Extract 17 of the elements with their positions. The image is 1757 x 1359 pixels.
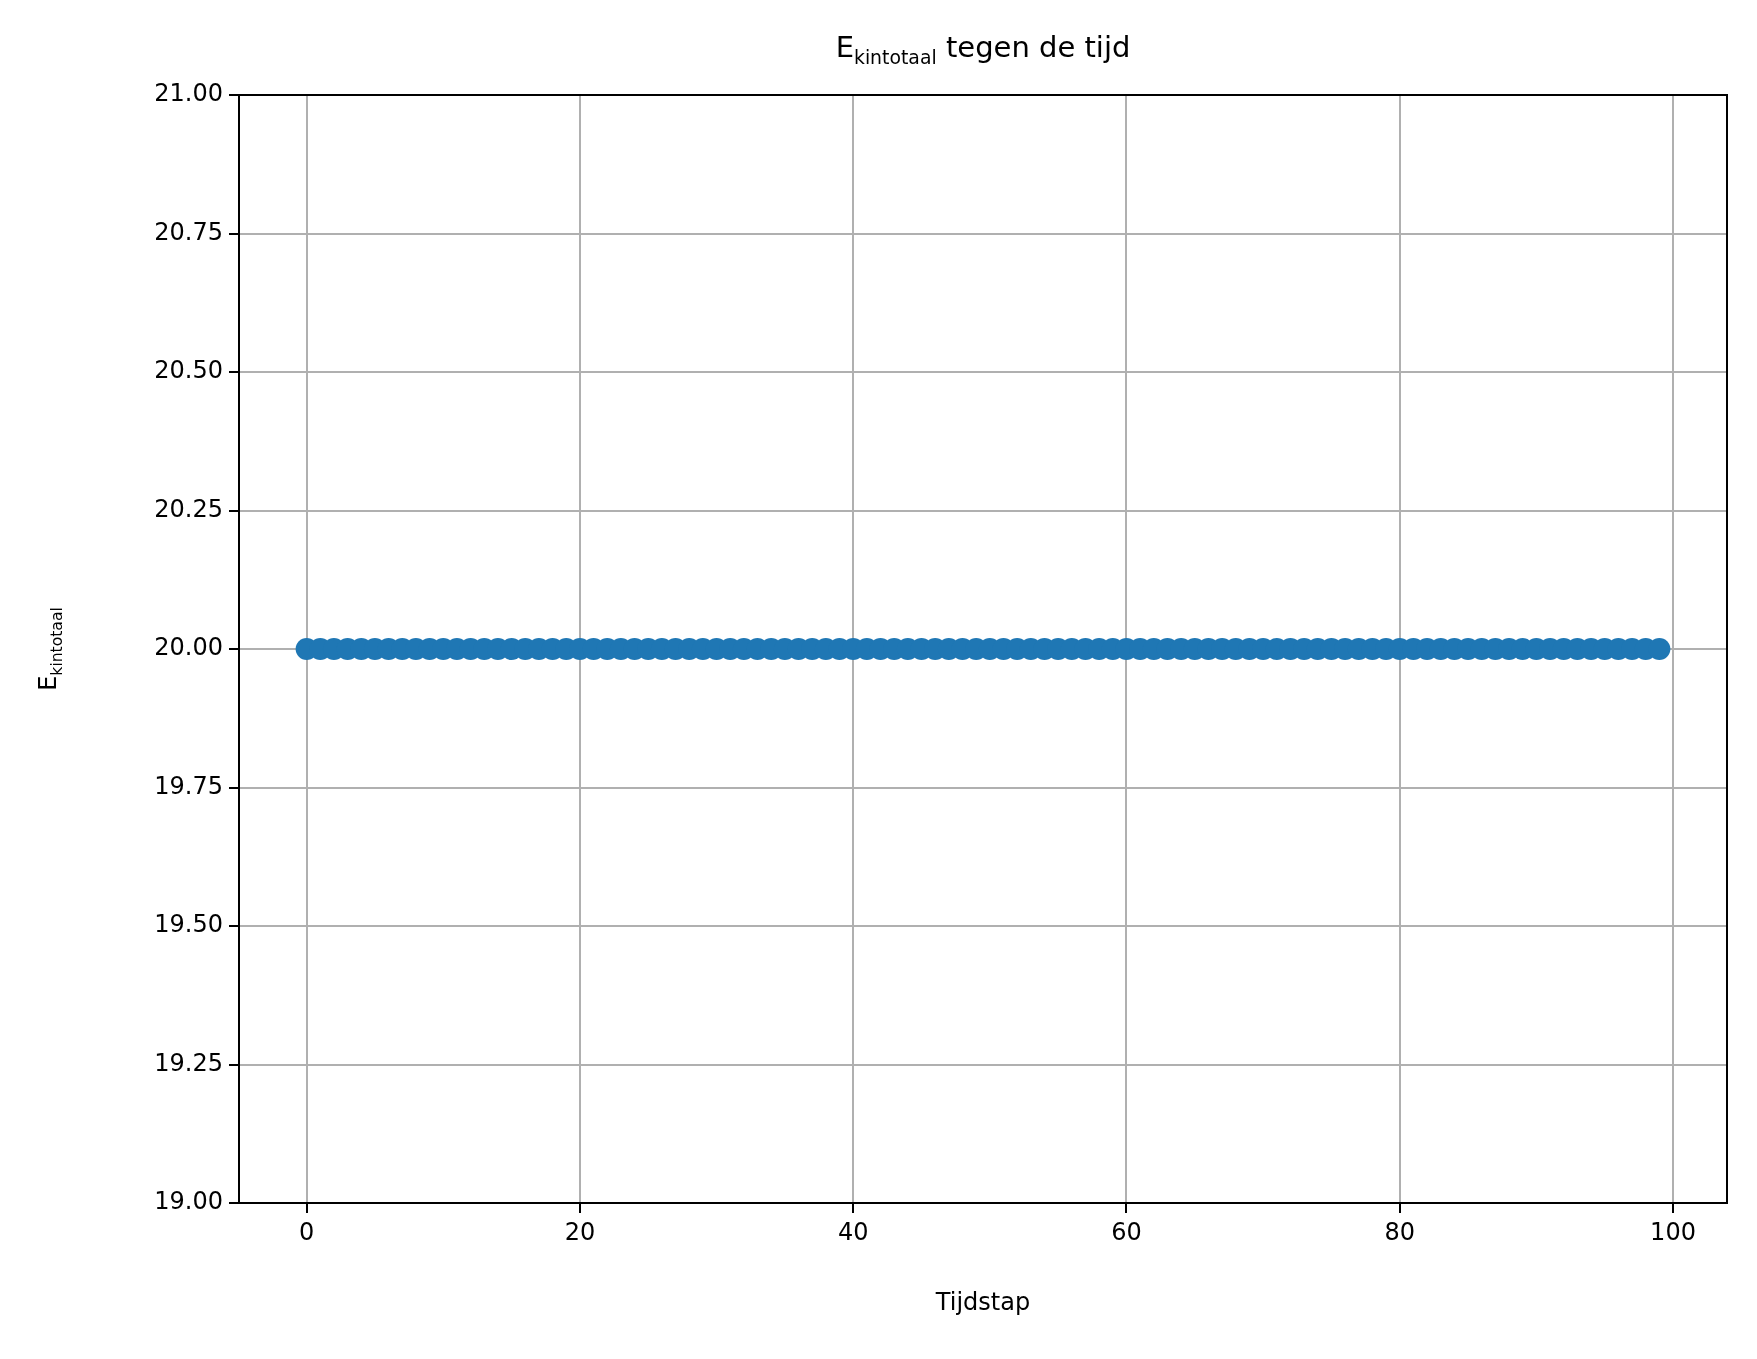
- chart-title: E$_{kin}$$_{totaal}$ tegen de tijd: [834, 30, 1132, 68]
- x-tick-label: 40: [837, 1217, 869, 1246]
- y-tick-label: 19.25: [154, 1048, 223, 1077]
- x-tick-label: 60: [1111, 1217, 1142, 1246]
- x-tick-label: 0: [299, 1217, 315, 1246]
- y-tick-label: 19.00: [154, 1187, 223, 1216]
- x-axis-title: Tijdstap: [934, 1288, 1032, 1316]
- y-tick-label: 20.00: [154, 633, 223, 662]
- x-tick-label: 80: [1384, 1217, 1416, 1246]
- x-tick-label: 100: [1650, 1217, 1696, 1246]
- y-tick-label: 20.25: [154, 494, 223, 523]
- y-tick-label: 19.75: [154, 771, 223, 800]
- y-tick-label: 20.75: [154, 217, 223, 246]
- y-tick-label: 19.50: [154, 910, 223, 939]
- y-tick-label: 20.50: [154, 356, 223, 385]
- y-tick-label: 21.00: [154, 79, 223, 108]
- x-tick-label: 20: [564, 1217, 596, 1246]
